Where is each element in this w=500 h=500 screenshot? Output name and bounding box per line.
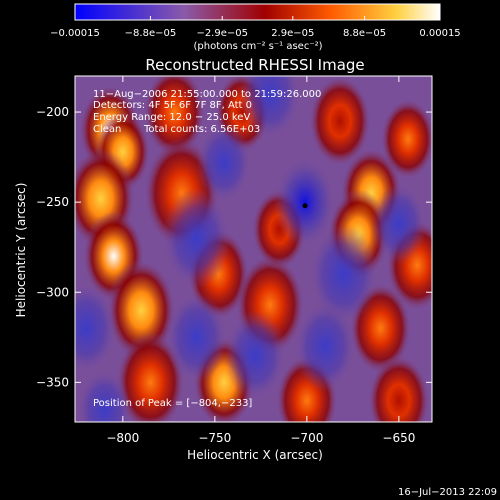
x-tick-label: −800 — [106, 431, 139, 445]
heatmap-blob — [309, 223, 379, 325]
plot-frame — [74, 75, 433, 423]
footer-timestamp: 16−Jul−2013 22:09 — [398, 487, 497, 498]
colorbar-tick-label: 0.00015 — [419, 28, 460, 39]
colorbar-tick-label: 8.8e−05 — [343, 28, 386, 39]
heatmap-blob — [371, 183, 427, 265]
x-tick-label: −700 — [290, 431, 323, 445]
colorbar — [74, 3, 441, 21]
heatmap-blob — [294, 300, 357, 392]
annotation-clean: Clean — [93, 124, 121, 135]
heatmap-blob — [224, 309, 287, 401]
axis-ticks: −800 −750 −700 −650 −200 −250 −300 −350 — [36, 76, 432, 445]
colorbar-tick-label: −2.9e−05 — [196, 28, 248, 39]
x-tick-label: −750 — [198, 431, 231, 445]
heatmap-blob — [162, 187, 231, 289]
heatmap-blob — [165, 291, 228, 383]
heatmap-blob — [380, 98, 432, 180]
y-axis-label: Heliocentric Y (arcsec) — [14, 183, 28, 318]
heatmap-blob — [367, 354, 430, 422]
heatmap-image — [75, 76, 432, 422]
heatmap-blob — [75, 282, 118, 374]
y-tick-label: −300 — [36, 285, 69, 299]
heatmap-blob — [239, 76, 302, 140]
colorbar-unit-label: (photons cm⁻² s⁻¹ asec⁻²) — [193, 41, 322, 52]
heatmap-blob — [116, 331, 185, 422]
annotation-energy-range: Energy Range: 12.0 − 25.0 keV — [93, 112, 250, 123]
image-markers — [302, 203, 308, 209]
colorbar-tick-label: −8.8e−05 — [125, 28, 177, 39]
annotation-total-counts: Total counts: 6.56E+03 — [143, 124, 260, 135]
annotation-peak-position: Position of Peak = [−804,−233] — [93, 398, 252, 409]
heatmap-blob — [309, 76, 371, 167]
heatmap-blob — [76, 368, 132, 422]
y-tick-label: −350 — [36, 375, 69, 389]
heatmap-blob — [274, 156, 336, 248]
x-tick-label: −650 — [382, 431, 415, 445]
y-tick-label: −250 — [36, 195, 69, 209]
minimum-marker — [302, 203, 308, 209]
annotation-detectors: Detectors: 4F 5F 6F 7F 8F, Att 0 — [93, 100, 252, 111]
chart-title: Reconstructed RHESSI Image — [145, 56, 364, 74]
x-axis-label: Heliocentric X (arcsec) — [187, 448, 323, 462]
y-tick-label: −200 — [36, 105, 69, 119]
annotation-time-range: 11−Aug−2006 21:55:00.000 to 21:59:26.000 — [93, 89, 321, 100]
colorbar-ticks: −0.00015 −8.8e−05 −2.9e−05 2.9e−05 8.8e−05 0.… — [50, 16, 461, 39]
heatmap-blob — [196, 122, 252, 203]
colorbar-tick-label: 2.9e−05 — [271, 28, 314, 39]
colorbar-tick-label: −0.00015 — [50, 28, 100, 39]
heatmap-blob — [143, 76, 206, 158]
